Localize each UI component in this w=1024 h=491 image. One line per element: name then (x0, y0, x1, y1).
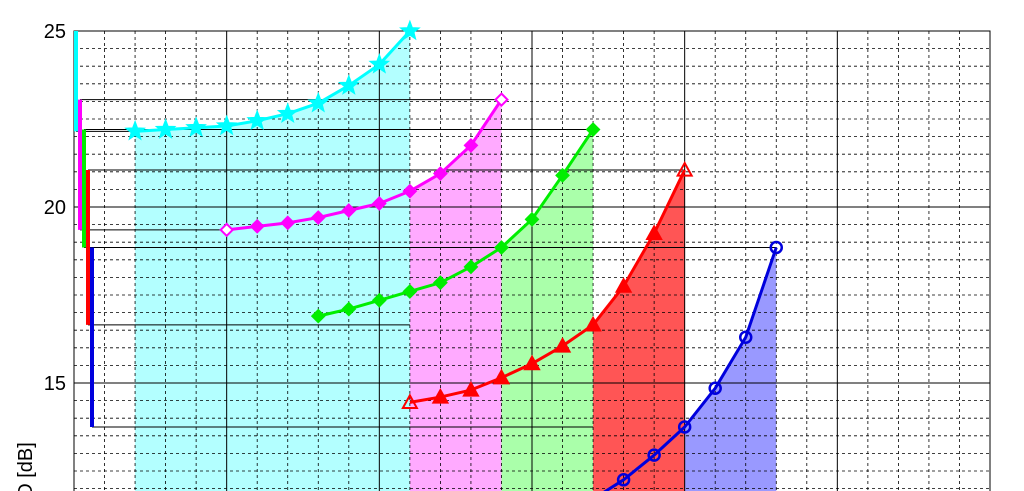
data-point-s3 (341, 301, 357, 317)
data-point-s5 (677, 420, 692, 434)
y-tick-label: 25 (44, 21, 66, 43)
data-point-s2 (402, 183, 418, 199)
data-point-s3 (402, 284, 418, 299)
data-point-s4 (614, 277, 633, 293)
series-line-4 (409, 169, 687, 404)
data-point-s1 (154, 118, 177, 139)
data-point-s4 (675, 160, 694, 177)
data-point-s1 (368, 52, 391, 74)
series-line-5 (603, 246, 778, 491)
data-point-s4 (401, 393, 419, 409)
data-point-s2 (432, 166, 448, 181)
shaded-region-1 (135, 31, 410, 491)
series-line-2 (226, 98, 503, 232)
data-point-s2 (463, 137, 479, 153)
y-axis-label: D [dB] (15, 442, 37, 491)
data-point-s2 (341, 203, 357, 218)
data-point-s1 (246, 109, 269, 131)
data-point-s1 (337, 74, 360, 95)
data-point-s1 (124, 119, 146, 141)
data-point-s3 (310, 308, 326, 324)
data-point-s5 (738, 330, 753, 344)
data-point-s1 (307, 91, 330, 113)
shaded-region-3 (501, 129, 594, 491)
data-point-s2 (280, 215, 296, 231)
data-point-s2 (310, 210, 326, 225)
y-tick-label: 20 (44, 197, 66, 219)
data-point-s2 (249, 218, 265, 234)
data-point-s4 (645, 224, 663, 240)
data-point-s2 (371, 196, 387, 211)
data-point-s3 (432, 275, 448, 291)
shaded-region-2 (409, 99, 502, 491)
data-point-s4 (523, 354, 541, 371)
data-point-s3 (524, 211, 540, 227)
data-point-s5 (647, 448, 661, 462)
data-point-s5 (708, 381, 722, 396)
series-line-3 (317, 128, 595, 318)
data-point-s4 (431, 388, 450, 404)
series-line-1 (134, 31, 411, 133)
data-point-s2 (494, 92, 509, 108)
data-point-s1 (215, 114, 238, 136)
data-point-s3 (463, 259, 479, 275)
data-point-s5 (616, 473, 631, 487)
shaded-region-5 (684, 247, 777, 491)
data-point-s1 (399, 19, 421, 41)
data-point-s3 (494, 240, 509, 255)
data-point-s4 (462, 380, 480, 397)
data-point-s4 (553, 336, 572, 353)
data-point-s3 (555, 167, 570, 183)
data-point-s3 (585, 122, 601, 137)
data-point-s5 (769, 240, 784, 255)
data-point-s3 (371, 292, 387, 308)
data-point-s2 (219, 222, 235, 238)
data-point-s1 (185, 116, 207, 138)
y-tick-label: 15 (44, 373, 66, 395)
plot-frame (73, 30, 991, 491)
data-point-s4 (584, 315, 602, 332)
data-point-s1 (276, 102, 299, 123)
data-point-s4 (492, 368, 511, 385)
